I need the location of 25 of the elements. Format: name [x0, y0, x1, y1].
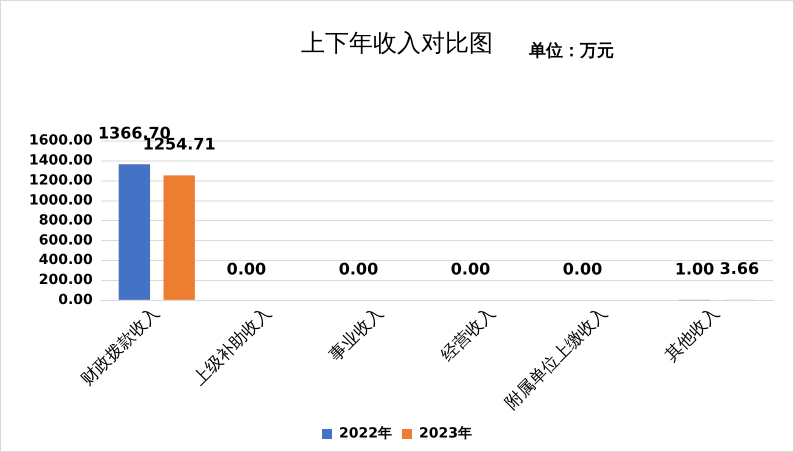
y-tick-label: 400.00: [38, 252, 94, 268]
data-label: 0.00: [338, 260, 378, 279]
y-tick-label: 600.00: [38, 232, 94, 248]
x-tick-label: 事业收入: [325, 303, 388, 366]
y-tick-label: 1400.00: [29, 152, 94, 169]
y-tick-label: 800.00: [38, 212, 94, 228]
chart-subtitle: 单位：万元: [529, 40, 614, 62]
data-label: 3.66: [720, 259, 760, 278]
y-tick-label: 200.00: [38, 272, 94, 288]
data-label: 0.00: [226, 260, 266, 279]
x-tick-label: 其他收入: [661, 303, 724, 366]
chart-title: 上下年收入对比图: [301, 29, 493, 57]
x-tick-label: 上级补助收入: [189, 303, 276, 390]
bar: [164, 175, 195, 300]
y-tick-label: 1600.00: [29, 132, 94, 149]
x-tick-label: 附属单位上缴收入: [501, 303, 612, 414]
y-tick-label: 1000.00: [29, 192, 94, 208]
x-tick-label: 经营收入: [437, 303, 500, 366]
data-label: 0.00: [562, 260, 602, 279]
y-tick-label: 1200.00: [29, 172, 94, 188]
legend-label: 2022年: [339, 426, 392, 442]
data-label: 0.00: [450, 260, 490, 279]
data-label: 1.00: [674, 259, 714, 278]
legend-label: 2023年: [419, 426, 472, 442]
bar: [118, 164, 150, 300]
